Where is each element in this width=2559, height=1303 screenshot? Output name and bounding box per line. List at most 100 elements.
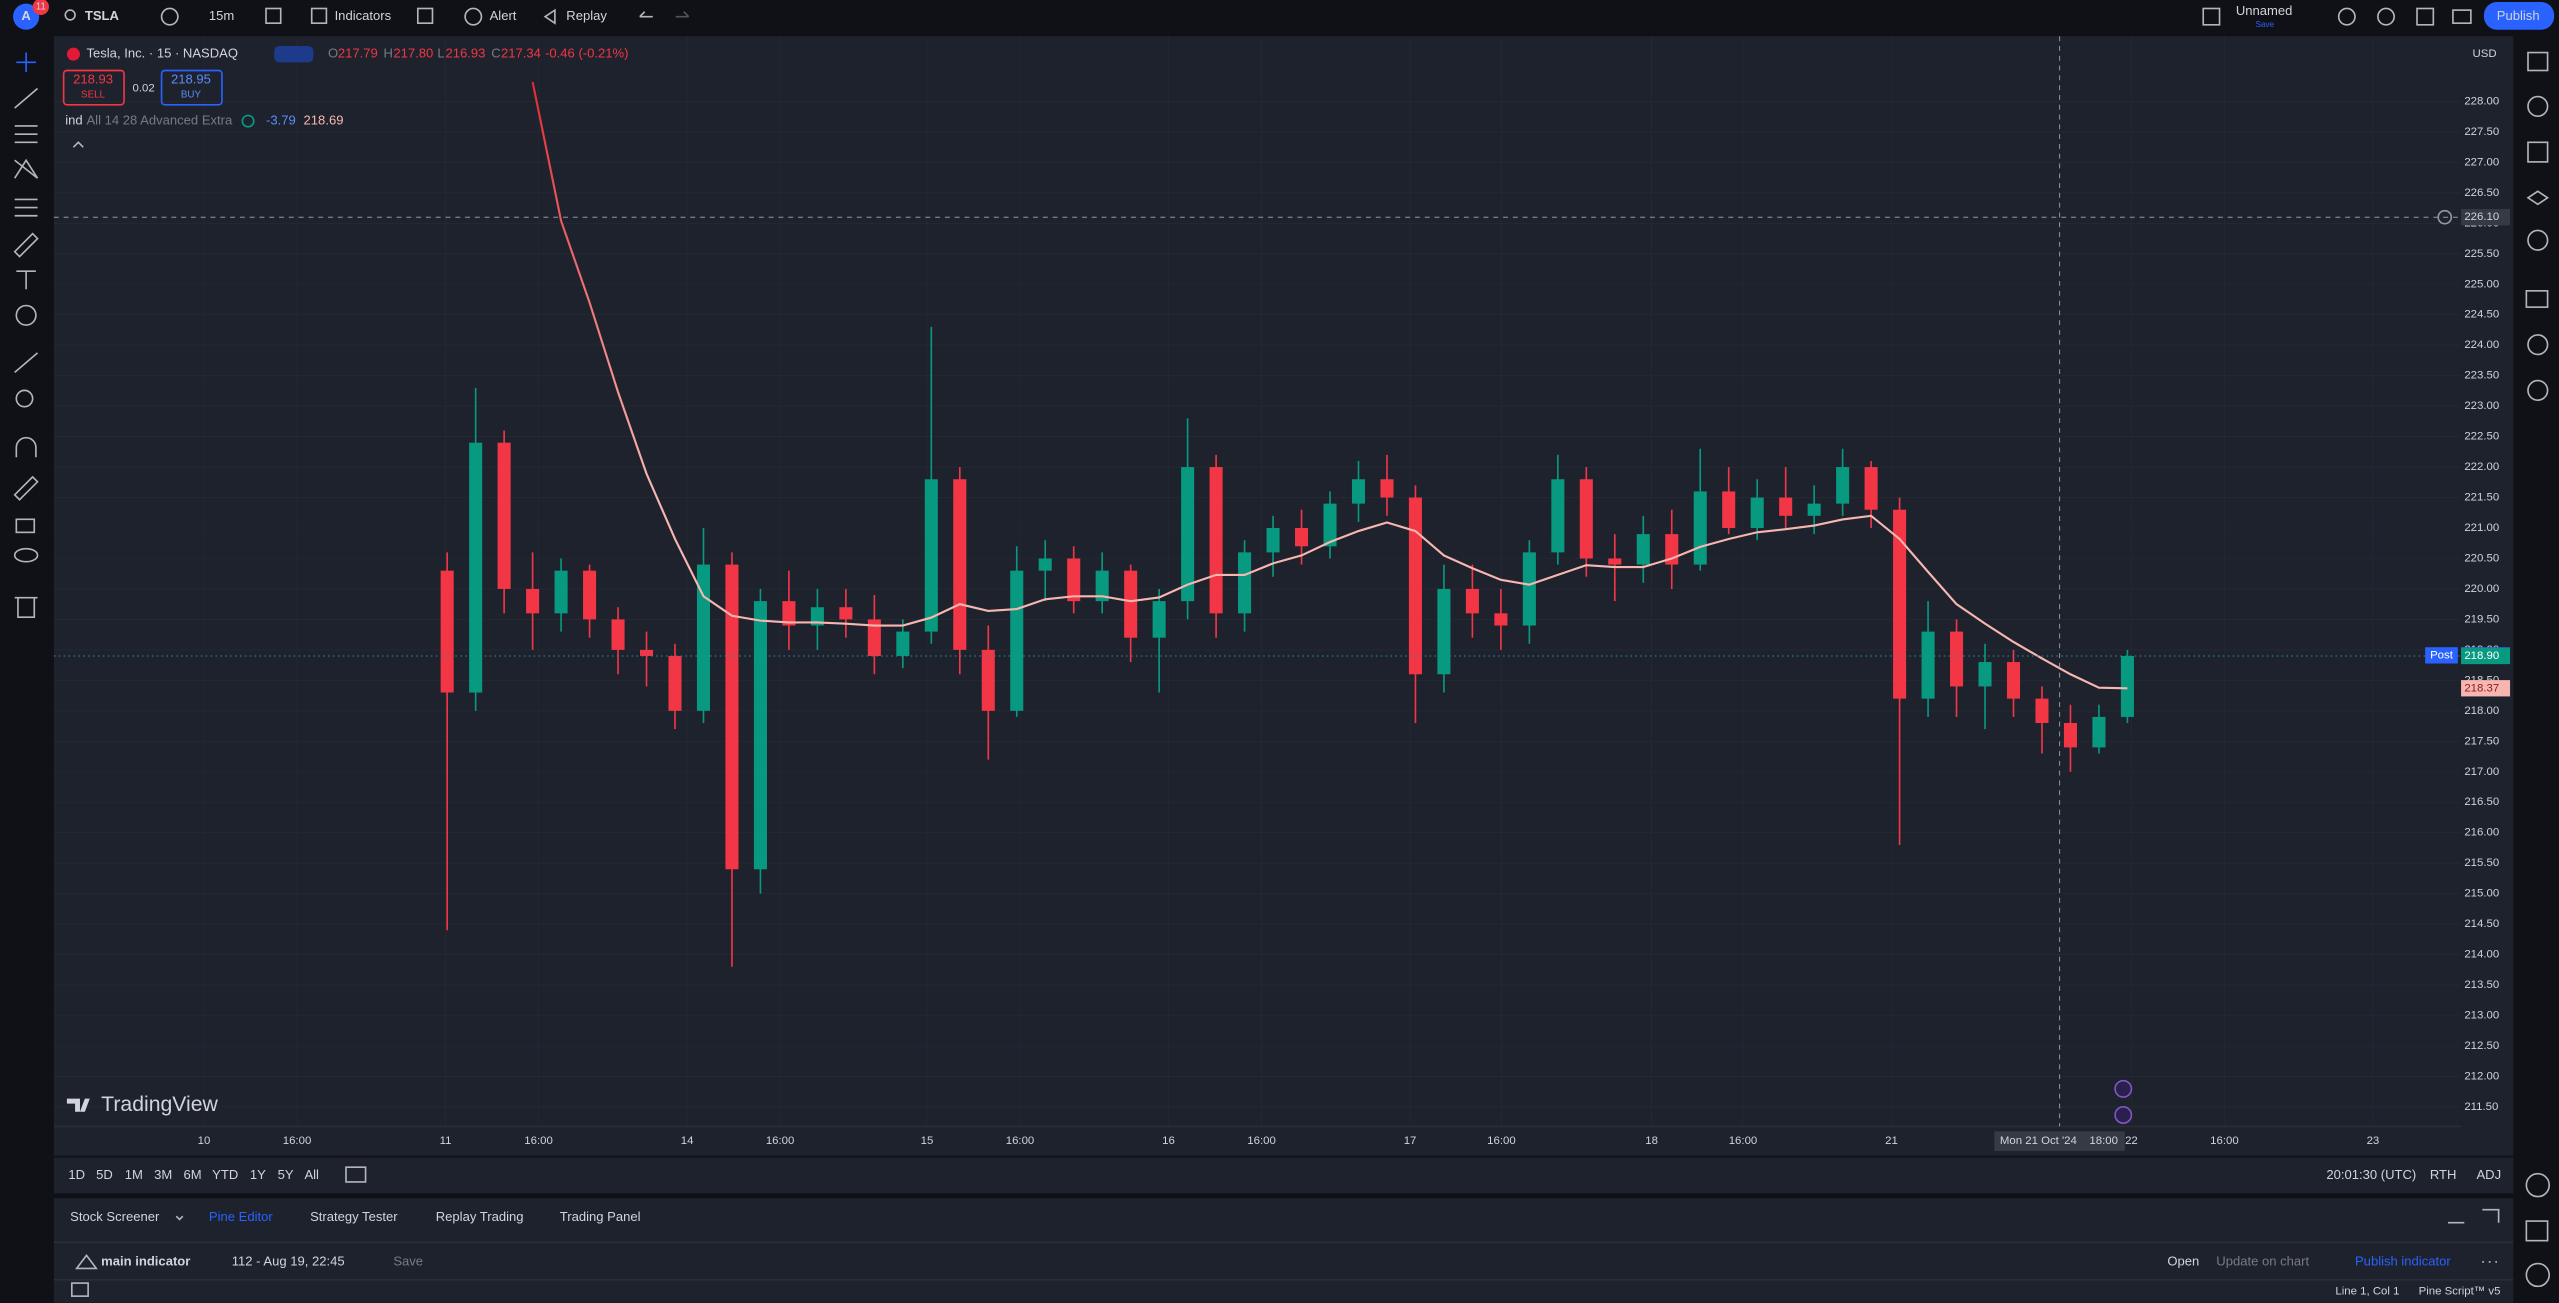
range-button[interactable]: 3M xyxy=(154,1167,172,1182)
indicator-name[interactable]: ind xyxy=(65,113,82,128)
lock-tool[interactable] xyxy=(15,518,36,534)
y-tick-label: 211.50 xyxy=(2464,1101,2498,1113)
range-button[interactable]: All xyxy=(304,1167,319,1182)
range-button[interactable]: 5D xyxy=(96,1167,113,1182)
panel-tab[interactable]: Trading Panel xyxy=(560,1209,641,1224)
trend-line-tool[interactable] xyxy=(14,87,39,109)
object-tree[interactable] xyxy=(2526,190,2550,206)
alerts[interactable] xyxy=(2527,95,2549,118)
adj[interactable]: ADJ xyxy=(2476,1167,2501,1182)
range-button[interactable]: 1Y xyxy=(250,1167,266,1182)
streams[interactable] xyxy=(2527,334,2549,356)
y-tick-label: 215.50 xyxy=(2464,857,2499,869)
legend-title[interactable]: Tesla, Inc. · 15 · NASDAQ xyxy=(86,46,238,61)
snapshot[interactable] xyxy=(2452,9,2472,24)
buy-button[interactable] xyxy=(160,69,223,106)
y-tick-label: 218.00 xyxy=(2464,705,2499,717)
candle-body xyxy=(1978,662,1992,687)
templates-icon[interactable] xyxy=(416,7,434,24)
publish-indicator[interactable]: Publish indicator xyxy=(2355,1253,2451,1268)
emoji-tool[interactable] xyxy=(15,304,37,326)
interval[interactable]: 15m xyxy=(209,8,235,23)
undo[interactable] xyxy=(639,11,653,18)
panel-tab[interactable]: Replay Trading xyxy=(436,1209,524,1224)
legend-key: O xyxy=(328,46,338,61)
range-button[interactable]: 5Y xyxy=(278,1167,294,1182)
fib-tool[interactable] xyxy=(14,125,38,144)
x-tick-label: 21 xyxy=(1885,1135,1898,1147)
event-marker[interactable] xyxy=(2114,1079,2133,1098)
chats[interactable] xyxy=(2525,290,2549,308)
crosshair-price: 226.10 xyxy=(2464,211,2499,223)
help[interactable] xyxy=(2525,1262,2551,1288)
indicator-status xyxy=(241,114,255,128)
post-tag-bg xyxy=(2425,647,2458,664)
quick-search[interactable] xyxy=(2337,7,2356,26)
range-button[interactable]: 6M xyxy=(184,1167,202,1182)
event-marker[interactable] xyxy=(2114,1106,2133,1124)
range-button[interactable]: YTD xyxy=(212,1167,238,1182)
open[interactable]: Open xyxy=(2167,1253,2199,1268)
layout-icon[interactable] xyxy=(2202,7,2221,26)
panel-controls[interactable] xyxy=(2448,1208,2500,1224)
replay-icon xyxy=(543,8,556,25)
panel-tab[interactable]: Stock Screener xyxy=(70,1209,160,1224)
symbol[interactable]: TSLA xyxy=(85,8,120,23)
magnet-tool[interactable] xyxy=(15,436,37,458)
delete-tool[interactable] xyxy=(14,596,38,619)
panel-tab[interactable]: Strategy Tester xyxy=(310,1209,398,1224)
ruler-tool[interactable] xyxy=(14,352,39,374)
avatar[interactable] xyxy=(13,3,40,30)
candle-body xyxy=(668,655,682,711)
indicators[interactable]: Indicators xyxy=(335,8,392,23)
chart-type-icon[interactable] xyxy=(265,7,282,24)
pattern-tool[interactable] xyxy=(13,158,39,179)
watchlist[interactable] xyxy=(2527,51,2549,72)
zoom-tool[interactable] xyxy=(15,389,34,408)
draw-mode[interactable] xyxy=(13,475,39,501)
currency[interactable]: USD xyxy=(2473,48,2497,60)
crosshair-tool[interactable] xyxy=(16,52,36,73)
alert-icon xyxy=(464,7,483,26)
watermark: TradingView xyxy=(66,1093,219,1116)
rth[interactable]: RTH xyxy=(2430,1167,2457,1182)
redo[interactable] xyxy=(675,11,690,18)
y-tick-label: 212.50 xyxy=(2464,1040,2499,1052)
visibility-tool[interactable] xyxy=(13,547,39,563)
ideas[interactable] xyxy=(2527,229,2549,251)
compare-icon[interactable] xyxy=(160,7,179,26)
goto-date[interactable] xyxy=(345,1166,367,1183)
trading[interactable] xyxy=(2525,1172,2551,1198)
script-version[interactable]: 112 - Aug 19, 22:45 xyxy=(232,1253,345,1268)
range-button[interactable]: 1D xyxy=(68,1167,85,1182)
text-tool[interactable] xyxy=(16,270,36,290)
publish-button[interactable] xyxy=(2483,1,2555,30)
brush-tool[interactable] xyxy=(13,232,39,258)
panel-tab[interactable]: Pine Editor xyxy=(209,1209,273,1224)
replay[interactable]: Replay xyxy=(566,8,607,23)
layout-name[interactable]: Unnamed xyxy=(2236,3,2293,18)
add-alert[interactable] xyxy=(2437,209,2453,225)
symbol-logo xyxy=(66,47,80,61)
calendar[interactable] xyxy=(2525,1220,2549,1242)
settings[interactable] xyxy=(2377,7,2395,26)
legend-key: C xyxy=(491,46,500,61)
save[interactable]: Save xyxy=(393,1253,423,1268)
bottom-tabs: Stock Screener Pine Editor Strategy Tester… xyxy=(70,1209,640,1224)
alert[interactable]: Alert xyxy=(490,8,517,23)
script-name[interactable]: main indicator xyxy=(101,1253,190,1268)
notifications[interactable] xyxy=(2527,379,2549,401)
candle-body xyxy=(1693,491,1707,565)
fullscreen[interactable] xyxy=(2416,7,2435,26)
y-tick-label: 225.50 xyxy=(2464,248,2499,260)
collapse-legend[interactable] xyxy=(72,141,84,148)
prediction-tool[interactable] xyxy=(14,198,38,217)
sell-button[interactable] xyxy=(62,69,125,106)
y-tick-label: 217.00 xyxy=(2464,766,2499,778)
console-toggle[interactable] xyxy=(70,1282,89,1297)
candle-body xyxy=(1494,613,1508,626)
range-button[interactable]: 1M xyxy=(125,1167,143,1182)
data-window[interactable] xyxy=(2527,141,2549,163)
update-on-chart[interactable]: Update on chart xyxy=(2216,1253,2309,1268)
